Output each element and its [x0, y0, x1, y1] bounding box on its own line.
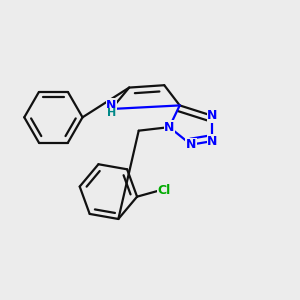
Text: N: N	[207, 109, 218, 122]
Text: H: H	[107, 108, 116, 118]
Text: N: N	[164, 121, 175, 134]
Text: N: N	[186, 138, 196, 151]
Text: Cl: Cl	[158, 184, 171, 197]
Text: N: N	[207, 135, 218, 148]
Text: N: N	[106, 99, 116, 112]
